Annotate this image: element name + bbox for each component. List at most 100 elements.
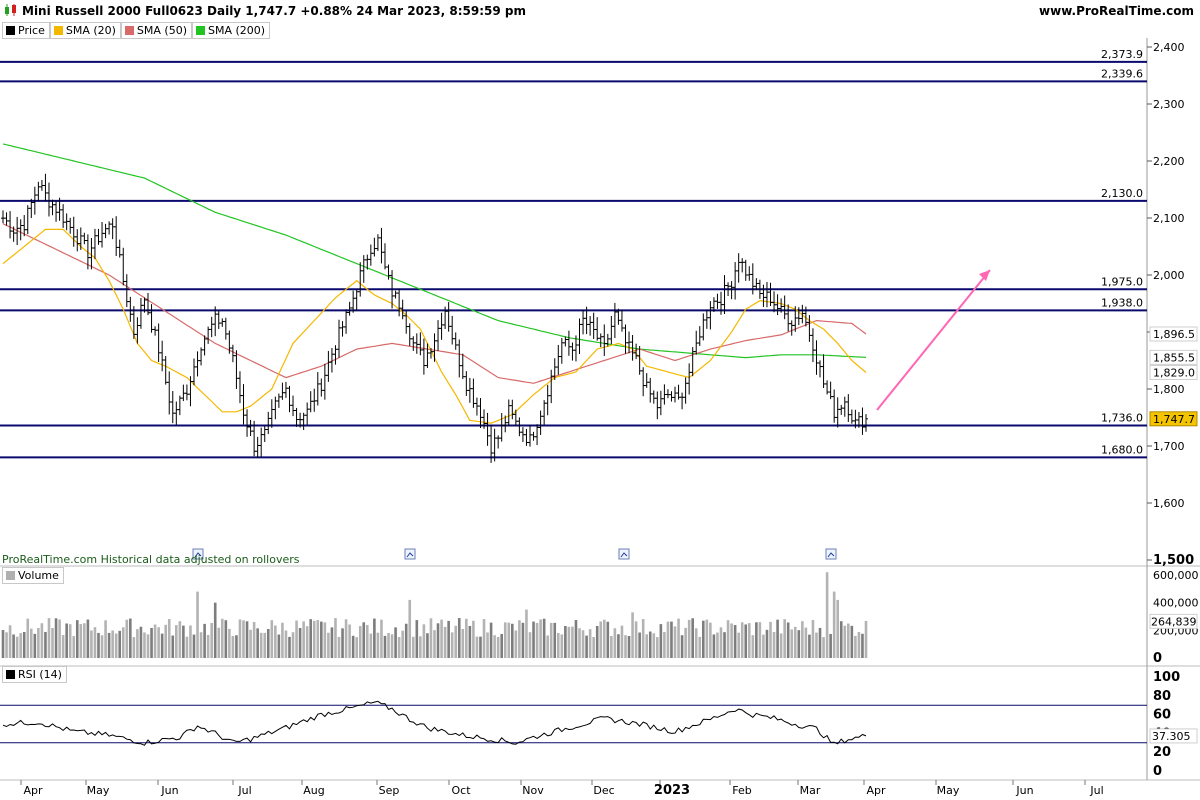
volume-bar: [256, 628, 259, 658]
volume-bar: [539, 619, 542, 658]
legend-sma50[interactable]: SMA (50): [120, 22, 192, 39]
volume-bar: [641, 619, 645, 658]
volume-bar: [532, 621, 535, 658]
volume-bar: [37, 628, 40, 658]
volume-bar: [107, 632, 111, 658]
volume-bar: [330, 627, 334, 658]
legend-sma200[interactable]: SMA (200): [192, 22, 271, 39]
rsi-last-tag: [1149, 728, 1198, 744]
volume-bar: [677, 618, 680, 658]
volume-bar: [401, 630, 404, 658]
x-tick-label: Aug: [303, 784, 324, 797]
volume-bar: [822, 637, 825, 658]
volume-bar: [291, 632, 295, 658]
volume-bar: [146, 634, 150, 658]
volume-bar: [564, 625, 567, 658]
rsi-tick-label: 80: [1153, 689, 1171, 704]
chart-header: Mini Russell 2000 Full0623 Daily 1,747.7…: [0, 0, 1200, 22]
price-tag-label: 1,855.5: [1153, 351, 1195, 364]
volume-bar: [726, 620, 730, 658]
volume-bar: [408, 599, 412, 658]
volume-bar: [808, 634, 811, 658]
site-label: www.ProRealTime.com: [1039, 4, 1194, 18]
price-tag-label: 1,896.5: [1153, 328, 1195, 341]
volume-bar: [351, 635, 355, 658]
price-tick-label: 1,800: [1153, 383, 1185, 396]
volume-bar: [118, 630, 122, 658]
price-tick-label: 1,600: [1153, 497, 1185, 510]
volume-bar: [829, 633, 832, 658]
volume-bar: [606, 621, 610, 658]
x-tick-label: May: [937, 784, 960, 797]
volume-bar: [129, 618, 132, 658]
volume-bar: [797, 630, 801, 658]
x-tick-label: Oct: [451, 784, 471, 797]
volume-bar: [723, 632, 726, 658]
x-tick-label: Dec: [593, 784, 614, 797]
volume-bar: [44, 631, 47, 658]
legend-price[interactable]: Price: [2, 22, 50, 39]
volume-bar: [836, 599, 840, 658]
volume-bar: [847, 623, 850, 658]
volume-bar: [298, 627, 302, 658]
volume-bar: [620, 625, 624, 658]
volume-bar: [518, 620, 521, 658]
volume-bar: [93, 627, 97, 658]
volume-bar: [804, 627, 808, 658]
volume-bar: [75, 620, 79, 658]
volume-tick-label: 600,000: [1153, 569, 1199, 582]
x-tick-label: Apr: [23, 784, 43, 797]
volume-bar: [153, 624, 157, 658]
x-tick-label: Mar: [800, 784, 821, 797]
volume-bar: [316, 620, 320, 658]
x-tick-label: May: [87, 784, 110, 797]
volume-bar: [843, 625, 847, 658]
volume-bar: [486, 632, 489, 658]
chart-title: Mini Russell 2000 Full0623 Daily 1,747.7…: [22, 4, 526, 18]
price-tag-label: 1,747.7: [1153, 413, 1195, 426]
volume-bar: [288, 636, 291, 658]
legend-volume[interactable]: Volume: [2, 567, 64, 584]
volume-bar: [344, 619, 348, 658]
volume-bar: [656, 637, 659, 658]
volume-bar: [737, 632, 740, 658]
volume-bar: [210, 622, 213, 658]
volume-bar: [305, 626, 309, 658]
volume-bar: [521, 622, 525, 658]
volume-bar: [29, 628, 33, 658]
volume-bar: [235, 635, 238, 658]
volume-bar: [440, 619, 443, 658]
volume-bar: [790, 629, 794, 658]
sma50-swatch: [124, 26, 134, 35]
volume-bar: [199, 632, 203, 658]
volume-bar: [104, 620, 107, 658]
legend-rsi[interactable]: RSI (14): [2, 666, 67, 683]
volume-bar: [549, 622, 553, 658]
volume-bar: [666, 621, 670, 658]
volume-bar: [83, 623, 86, 658]
volume-bar: [680, 635, 684, 658]
legend-sma20[interactable]: SMA (20): [49, 22, 121, 39]
volume-bar: [419, 636, 422, 658]
volume-last-label: 264,839: [1151, 615, 1197, 628]
rsi-tick-label: 20: [1153, 745, 1171, 760]
volume-bar: [535, 622, 539, 658]
volume-bar: [581, 630, 585, 658]
price-tick-label: 2,200: [1153, 155, 1185, 168]
volume-bar: [648, 631, 652, 658]
volume-bar: [574, 620, 578, 658]
volume-bar: [369, 633, 373, 658]
volume-bar: [22, 631, 26, 658]
volume-bar: [588, 629, 592, 658]
volume-bar: [850, 625, 854, 658]
rollover-marker-glyph: [194, 552, 202, 558]
volume-bar: [415, 620, 419, 658]
x-tick-label: Nov: [522, 784, 544, 797]
level-label: 1,736.0: [1101, 411, 1143, 424]
rollover-marker-icon: [404, 548, 416, 560]
volume-bar: [854, 635, 857, 658]
x-tick-label: Jun: [160, 784, 178, 797]
volume-bar: [121, 627, 125, 658]
volume-bar: [815, 632, 818, 658]
volume-bar: [355, 637, 358, 658]
